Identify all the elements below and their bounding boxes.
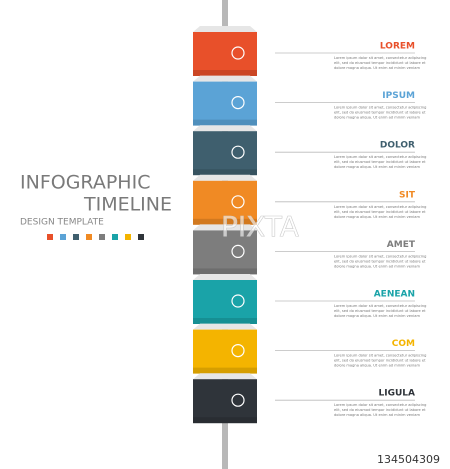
item-label: LOREM	[380, 42, 415, 52]
item-desc: Lorem ipsum dolor sit amet, consectetur …	[334, 354, 426, 358]
color-swatches	[47, 234, 144, 240]
cube-top	[193, 125, 257, 132]
icon	[231, 344, 245, 358]
watermark-id: 134504309	[377, 453, 440, 466]
item-desc: dolore magna aliqua. Ut enim ad minim ve…	[334, 364, 420, 368]
swatch	[47, 234, 53, 240]
cube-shade	[193, 70, 257, 76]
cube-front	[193, 131, 257, 176]
subtitle: DESIGN TEMPLATE	[20, 218, 104, 228]
swatch	[138, 234, 144, 240]
cube-front	[193, 230, 257, 275]
item-label: IPSUM	[382, 91, 415, 101]
cube-shade	[193, 268, 257, 275]
item-desc: dolore magna aliqua. Ut enim ad minim ve…	[334, 314, 420, 318]
swatch	[73, 234, 79, 240]
timeline: LOREM Lorem ipsum dolor sit amet, consect…	[193, 26, 426, 424]
cube-top	[193, 174, 257, 181]
cube-shade	[193, 417, 257, 424]
swatch	[86, 234, 92, 240]
watermark: PIXTA	[221, 210, 299, 243]
cube-top	[193, 75, 257, 82]
cube-shade	[193, 367, 257, 374]
item-desc: dolore magna aliqua. Ut enim ad minim ve…	[334, 116, 420, 120]
item-desc: elit, sed do eiusmod tempor incididunt u…	[334, 408, 426, 412]
item-label: AMET	[387, 240, 416, 250]
item-label: COM	[392, 339, 415, 349]
cube-top	[193, 26, 257, 32]
item-desc: elit, sed do eiusmod tempor incididunt u…	[334, 210, 426, 214]
cube-front	[193, 280, 257, 324]
item-desc: Lorem ipsum dolor sit amet, consectetur …	[334, 403, 426, 407]
cube-shade	[193, 318, 257, 324]
item-label: SIT	[399, 190, 416, 200]
item-label: DOLOR	[380, 141, 415, 151]
item-desc: Lorem ipsum dolor sit amet, consectetur …	[334, 205, 426, 209]
item-desc: elit, sed do eiusmod tempor incididunt u…	[334, 111, 426, 115]
item-desc: elit, sed do eiusmod tempor incididunt u…	[334, 61, 426, 65]
item-desc: Lorem ipsum dolor sit amet, consectetur …	[334, 304, 426, 308]
item-desc: elit, sed do eiusmod tempor incididunt u…	[334, 309, 426, 313]
item-desc: elit, sed do eiusmod tempor incididunt u…	[334, 160, 426, 164]
item-desc: Lorem ipsum dolor sit amet, consectetur …	[334, 56, 426, 60]
cube-shade	[193, 169, 257, 176]
cube-front	[193, 180, 257, 225]
item-desc: elit, sed do eiusmod tempor incididunt u…	[334, 359, 426, 363]
icon	[231, 393, 245, 407]
item-desc: Lorem ipsum dolor sit amet, consectetur …	[334, 155, 426, 159]
item-desc: dolore magna aliqua. Ut enim ad minim ve…	[334, 264, 420, 268]
icon	[231, 46, 245, 60]
cube-front	[193, 379, 257, 424]
icon	[231, 244, 245, 258]
cube-top	[193, 274, 257, 280]
icon	[231, 145, 245, 159]
cube-shade	[193, 218, 257, 225]
item-desc: dolore magna aliqua. Ut enim ad minim ve…	[334, 66, 420, 70]
item-desc: dolore magna aliqua. Ut enim ad minim ve…	[334, 215, 420, 219]
swatch	[99, 234, 105, 240]
cube-front	[193, 329, 257, 374]
cube-front	[193, 81, 257, 126]
cube-shade	[193, 119, 257, 126]
icon	[231, 95, 245, 110]
cube-front	[193, 32, 257, 76]
item-desc: Lorem ipsum dolor sit amet, consectetur …	[334, 106, 426, 110]
icon	[231, 195, 245, 209]
cube-top	[193, 224, 257, 231]
item-label: LIGULA	[379, 389, 416, 399]
icon	[231, 294, 245, 308]
title-line-2: TIMELINE	[83, 194, 172, 216]
swatch	[60, 234, 66, 240]
item-desc: dolore magna aliqua. Ut enim ad minim ve…	[334, 165, 420, 169]
item-desc: Lorem ipsum dolor sit amet, consectetur …	[334, 254, 426, 258]
title: INFOGRAPHIC	[20, 172, 150, 194]
item-desc: dolore magna aliqua. Ut enim ad minim ve…	[334, 413, 420, 417]
cube-top	[193, 323, 257, 330]
item-label: AENEAN	[374, 290, 415, 300]
swatch	[112, 234, 118, 240]
swatch	[125, 234, 131, 240]
cube-top	[193, 373, 257, 380]
item-desc: elit, sed do eiusmod tempor incididunt u…	[334, 259, 426, 263]
